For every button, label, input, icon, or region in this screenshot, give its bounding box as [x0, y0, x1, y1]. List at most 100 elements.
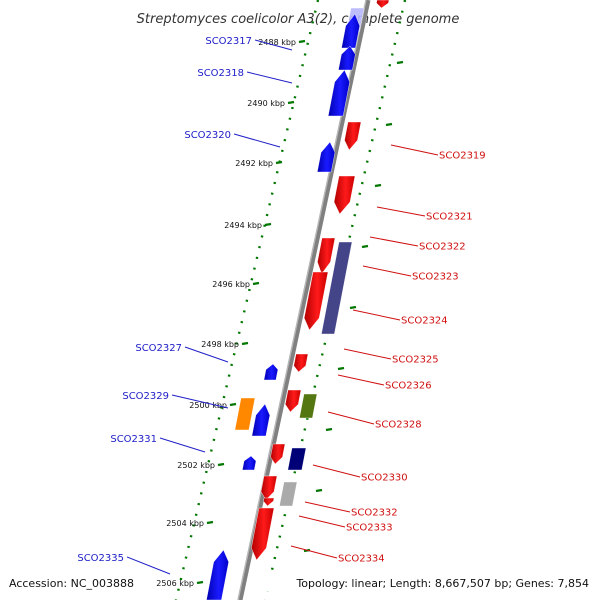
kbp-label: 2502 kbp [177, 461, 215, 470]
leader-line-SCO2331 [159, 437, 206, 453]
gene-label-SCO2319: SCO2319 [439, 151, 486, 162]
gene-arrow-SCO2330 [270, 443, 286, 465]
gene-arrow-SCO2332 [260, 475, 278, 501]
gene-arrow-SCO2318a [338, 45, 356, 71]
gene-arrow-SCO2319 [344, 121, 362, 151]
gene-label-SCO2317: SCO2317 [205, 36, 252, 47]
feature-bar-SCO2329 [234, 397, 256, 431]
kbp-label: 2488 kbp [258, 38, 296, 47]
track-tick [385, 122, 393, 127]
gene-arrow-SCO2320 [317, 141, 336, 173]
gene-labels: SCO2317 SCO2318 SCO2320 SCO2327 SCO2329 SCO23… [77, 36, 486, 575]
gene-label-SCO2333: SCO2333 [346, 523, 393, 534]
kbp-tick [206, 520, 214, 525]
kbp-tick [217, 462, 225, 467]
gene-arrow-SCO2333 [263, 497, 275, 507]
gene-label-SCO2325: SCO2325 [392, 355, 439, 366]
kbp-label: 2492 kbp [235, 159, 273, 168]
leader-line-SCO2335 [126, 556, 171, 575]
gene-label-SCO2332: SCO2332 [351, 508, 398, 519]
kbp-label: 2500 kbp [189, 401, 227, 410]
feature-bar-SCO2323 [321, 241, 353, 335]
leader-line-SCO2334 [290, 545, 338, 559]
gene-label-SCO2329: SCO2329 [122, 391, 169, 402]
kbp-label: 2494 kbp [224, 221, 262, 230]
leader-line-SCO2325 [343, 348, 392, 360]
gene-arrow-SCO2329 [251, 403, 271, 437]
kbp-tick [264, 222, 272, 227]
gene-arrow-SCO2324 [303, 271, 329, 331]
gene-label-SCO2328: SCO2328 [375, 420, 422, 431]
kbp-tick [275, 160, 283, 165]
gene-label-SCO2327: SCO2327 [135, 343, 182, 354]
genome-summary-text: Topology: linear; Length: 8,667,507 bp; … [295, 577, 589, 590]
leader-line-SCO2321 [376, 206, 426, 217]
backbone-line [237, 0, 371, 600]
kbp-label: 2496 kbp [212, 280, 250, 289]
kbp-label: 2490 kbp [247, 99, 285, 108]
backbone [237, 0, 371, 600]
kbp-label: 2504 kbp [166, 519, 204, 528]
track-tick [337, 366, 345, 371]
accession-text: Accession: NC_003888 [9, 577, 134, 590]
gene-arrow-SCO2335 [206, 549, 229, 600]
leader-line-SCO2317 [254, 39, 293, 51]
leader-line-SCO2330 [312, 464, 361, 478]
kbp-tick [298, 39, 306, 44]
leader-line-SCO2319 [390, 144, 439, 156]
kbp-labels: 2488 kbp 2490 kbp 2492 kbp 2494 kbp 2496 kbp… [156, 38, 404, 588]
gene-label-SCO2323: SCO2323 [412, 272, 459, 283]
kbp-label: 2498 kbp [201, 340, 239, 349]
track-tick [315, 488, 323, 493]
leader-line-SCO2324 [352, 309, 401, 321]
kbp-tick [241, 341, 249, 346]
leader-line-SCO2328 [327, 411, 375, 425]
gene-arrow-SCO2321 [333, 175, 356, 215]
kbp-tick [252, 281, 260, 286]
gene-arrow-SCO2327 [263, 363, 279, 381]
gene-label-SCO2335: SCO2335 [77, 553, 124, 564]
track-tick [374, 183, 382, 188]
track-tick [349, 305, 357, 310]
gene-arrow-SCO2325 [293, 353, 309, 373]
gene-label-SCO2322: SCO2322 [419, 242, 466, 253]
gene-label-SCO2326: SCO2326 [385, 381, 432, 392]
gene-arrow-SCO2322 [317, 237, 336, 275]
gene-label-SCO2334: SCO2334 [338, 554, 385, 565]
kbp-tick [229, 402, 237, 407]
kbp-label: 2506 kbp [156, 579, 194, 588]
leader-line-SCO2326 [337, 374, 385, 386]
track-tick [396, 60, 404, 65]
gene-arrow-top [376, 0, 390, 9]
gene-label-SCO2321: SCO2321 [426, 212, 473, 223]
leader-line-SCO2318 [246, 71, 293, 84]
footer-bg-left [0, 573, 152, 591]
gene-arrow-SCO2331 [242, 455, 257, 471]
page-title: Streptomyces coelicolor A3(2), complete … [137, 12, 460, 27]
leader-line-SCO2333 [298, 515, 346, 528]
leader-line-SCO2329 [171, 394, 229, 409]
feature-bar-SCO2332 [279, 481, 298, 507]
leader-line-SCO2327 [184, 346, 229, 363]
gene-arrow-SCO2334 [251, 507, 275, 561]
gene-label-SCO2331: SCO2331 [110, 434, 157, 445]
kbp-tick [196, 580, 204, 585]
track-tick [361, 244, 369, 249]
leader-line-SCO2332 [304, 501, 351, 513]
gene-label-SCO2320: SCO2320 [184, 130, 231, 141]
leader-line-SCO2320 [233, 133, 281, 148]
gene-label-SCO2330: SCO2330 [361, 473, 408, 484]
gene-arrow-SCO2318 [327, 69, 350, 117]
track-tick [325, 427, 333, 432]
footer-bg-right [266, 573, 600, 591]
gene-arrow-SCO2326 [285, 389, 302, 413]
kbp-tick [287, 100, 295, 105]
leader-line-SCO2322 [369, 236, 419, 247]
dotted-track-1 [174, 0, 320, 600]
feature-bar-SCO2328 [299, 393, 318, 419]
gene-label-SCO2324: SCO2324 [401, 316, 448, 327]
feature-bar-SCO2330 [287, 447, 307, 471]
gene-label-SCO2318: SCO2318 [197, 68, 244, 79]
leader-line-SCO2323 [362, 265, 412, 277]
